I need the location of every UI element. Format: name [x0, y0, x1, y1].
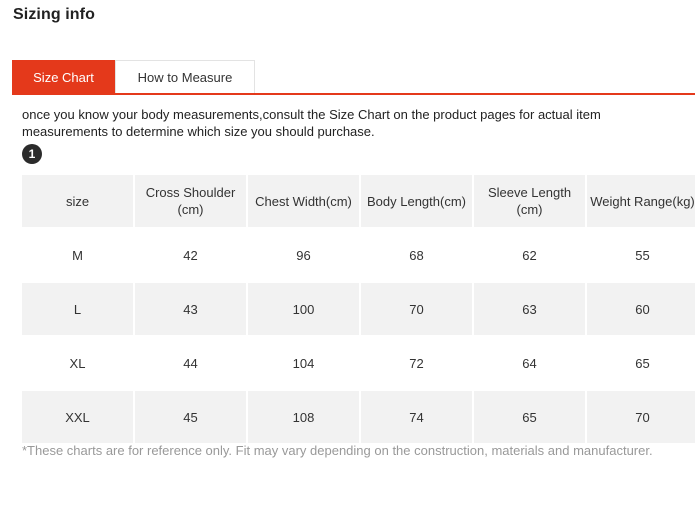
table-row: M 42 96 68 62 55 — [22, 229, 695, 281]
header-cross-shoulder: Cross Shoulder (cm) — [135, 175, 246, 227]
page-title: Sizing info — [13, 6, 95, 23]
table-cell: 43 — [135, 283, 246, 335]
table-header-row: size Cross Shoulder (cm) Chest Width(cm)… — [22, 175, 695, 227]
table-cell: 72 — [361, 337, 472, 389]
table-cell: 62 — [474, 229, 585, 281]
size-chart-table: size Cross Shoulder (cm) Chest Width(cm)… — [20, 173, 695, 445]
header-sleeve-length: Sleeve Length (cm) — [474, 175, 585, 227]
table-cell: XXL — [22, 391, 133, 443]
table-cell: 96 — [248, 229, 359, 281]
header-chest-width: Chest Width(cm) — [248, 175, 359, 227]
table-cell: 60 — [587, 283, 695, 335]
header-body-length: Body Length(cm) — [361, 175, 472, 227]
table-cell: 65 — [474, 391, 585, 443]
table-cell: 104 — [248, 337, 359, 389]
intro-text: once you know your body measurements,con… — [22, 107, 601, 139]
table-cell: 55 — [587, 229, 695, 281]
table-cell: XL — [22, 337, 133, 389]
disclaimer-note: *These charts are for reference only. Fi… — [22, 443, 653, 458]
table-cell: 63 — [474, 283, 585, 335]
table-cell: M — [22, 229, 133, 281]
step-number-badge: 1 — [22, 144, 42, 164]
tab-how-to-measure[interactable]: How to Measure — [115, 60, 255, 93]
table-cell: 108 — [248, 391, 359, 443]
tab-size-chart[interactable]: Size Chart — [12, 60, 115, 95]
table-cell: 100 — [248, 283, 359, 335]
table-cell: 70 — [361, 283, 472, 335]
table-cell: 68 — [361, 229, 472, 281]
table-cell: 74 — [361, 391, 472, 443]
tab-underline — [12, 93, 695, 95]
header-size: size — [22, 175, 133, 227]
table-row: XXL 45 108 74 65 70 — [22, 391, 695, 443]
table-cell: 42 — [135, 229, 246, 281]
table-cell: 70 — [587, 391, 695, 443]
table-cell: 64 — [474, 337, 585, 389]
tab-bar: Size Chart How to Measure — [12, 60, 695, 96]
header-weight-range: Weight Range(kg) — [587, 175, 695, 227]
table-cell: 44 — [135, 337, 246, 389]
table-row: XL 44 104 72 64 65 — [22, 337, 695, 389]
table-row: L 43 100 70 63 60 — [22, 283, 695, 335]
table-cell: L — [22, 283, 133, 335]
table-cell: 65 — [587, 337, 695, 389]
table-cell: 45 — [135, 391, 246, 443]
